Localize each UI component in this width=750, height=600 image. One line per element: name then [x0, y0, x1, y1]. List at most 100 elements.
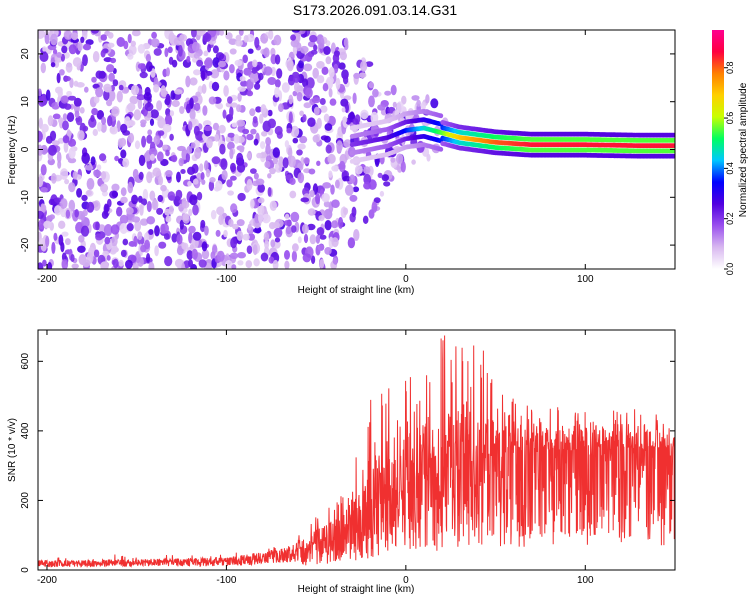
spectrogram-cell — [96, 164, 102, 171]
spectrogram-cell — [58, 220, 66, 229]
spectrogram-cell — [298, 59, 304, 69]
spectrogram-cell — [164, 47, 169, 58]
spectrogram-cell — [309, 189, 315, 198]
spectrogram-cell — [230, 237, 238, 249]
snr-panel: -200 -100 0 100 0 200 400 600 Height of straig… — [7, 329, 676, 595]
spectrogram-cell — [58, 234, 64, 246]
spectrogram-cell — [430, 98, 439, 109]
spectrogram-cell — [68, 138, 77, 147]
spectrogram-cell — [246, 90, 254, 97]
spectrogram-cell — [171, 99, 180, 108]
spectrogram-cell — [324, 220, 332, 231]
spectrogram-cell — [128, 44, 137, 56]
spectrogram-cell — [99, 153, 107, 162]
spectrogram-cell — [185, 75, 191, 88]
spectrogram-cell — [306, 223, 316, 231]
spectrogram-cell — [400, 161, 406, 173]
spectrogram-cell — [274, 79, 281, 88]
spectrogram-cell — [118, 84, 124, 91]
spectrogram-cell — [290, 125, 300, 138]
spectrogram-cell — [185, 103, 191, 114]
spectrogram-cell — [90, 114, 95, 122]
spectrogram-cell — [363, 181, 372, 190]
spectrogram-cell — [301, 223, 309, 234]
spectrogram-cell — [316, 75, 325, 84]
spectrogram-cell — [137, 98, 143, 110]
figure-title: S173.2026.091.03.14.G31 — [292, 2, 458, 18]
spectrogram-cell — [231, 122, 238, 128]
spectrogram-cell — [156, 207, 164, 215]
spectrogram-cell — [263, 66, 273, 76]
spectrogram-cell — [290, 225, 297, 233]
spectrogram-cell — [294, 81, 300, 93]
spectrogram-cell — [302, 253, 312, 263]
spectrogram-ridge-cell — [438, 113, 444, 119]
spectrogram-cell — [331, 165, 339, 172]
spectrogram-cell — [296, 91, 303, 102]
spectrogram-cell — [392, 101, 397, 108]
spectrogram-cell — [215, 229, 221, 237]
spectrogram-cell — [247, 223, 252, 231]
spectrogram-cell — [190, 142, 196, 149]
spectrogram-x-label: Height of straight line (km) — [298, 285, 415, 296]
spectrogram-cell — [322, 182, 332, 189]
spectrogram-cell — [103, 224, 113, 236]
spectrogram-cell — [57, 117, 64, 124]
spectrogram-cell — [225, 32, 233, 40]
spectrogram-cell — [82, 209, 88, 217]
spectrogram-cell — [318, 215, 325, 222]
spectrogram-cell — [188, 259, 193, 268]
spectrogram-cell — [227, 190, 235, 196]
spectrogram-cell — [351, 206, 357, 218]
spectrogram-cell — [98, 224, 106, 233]
spectrogram-cell — [264, 160, 271, 168]
spectrogram-cell — [177, 145, 186, 152]
spectrogram-cell — [56, 151, 62, 163]
spectrogram-cell — [64, 179, 70, 185]
spectrogram-cell — [383, 181, 391, 187]
spectrogram-cell — [85, 39, 94, 46]
spectrogram-cell — [41, 123, 49, 133]
spectrogram-cell — [214, 134, 220, 142]
spectrogram-cell — [112, 258, 119, 269]
spectrogram-cell — [45, 235, 50, 248]
spectrogram-cell — [138, 154, 146, 167]
spectrogram-cell — [255, 178, 265, 186]
spectrogram-cell — [274, 54, 281, 65]
spectrogram-cell — [352, 118, 359, 125]
spectrogram-cell — [258, 212, 264, 224]
spectrogram-cell — [130, 84, 140, 96]
spectrogram-cell — [261, 213, 271, 224]
spectrogram-cell — [196, 191, 203, 201]
spectrogram-cell — [192, 204, 199, 216]
spectrogram-cell — [284, 260, 290, 269]
spectrogram-cell — [38, 262, 44, 269]
spectrogram-cell — [239, 76, 246, 82]
spectrogram-cell — [210, 209, 217, 220]
spectrogram-cell — [308, 168, 316, 175]
spectrogram-cell — [103, 203, 109, 215]
spectrogram-cell — [188, 225, 196, 234]
spectrogram-cell — [263, 47, 270, 58]
spectrogram-cell — [187, 180, 192, 187]
spectrogram-cell — [289, 177, 296, 185]
spectrogram-cell — [38, 176, 44, 188]
spectrogram-cell — [276, 68, 283, 79]
spectrogram-cell — [343, 139, 352, 148]
spectrogram-cell — [131, 194, 139, 205]
spectrogram-cell — [40, 62, 46, 74]
spectrogram-cell — [81, 152, 90, 164]
spectrogram-cell — [272, 157, 279, 165]
spectrogram-cell — [93, 249, 100, 258]
spectrogram-cell — [236, 163, 246, 173]
spectrogram-cell — [292, 137, 299, 144]
spectrogram-cell — [189, 97, 194, 109]
spectrogram-cell — [242, 54, 248, 64]
spectrogram-cell — [260, 252, 269, 262]
spectrogram-cell — [269, 167, 276, 175]
spectrogram-cell — [188, 121, 193, 131]
spectrogram-cell — [416, 99, 421, 107]
spectrogram-cell — [137, 44, 146, 54]
spectrogram-cell — [210, 69, 220, 79]
spectrogram-cell — [156, 151, 164, 162]
